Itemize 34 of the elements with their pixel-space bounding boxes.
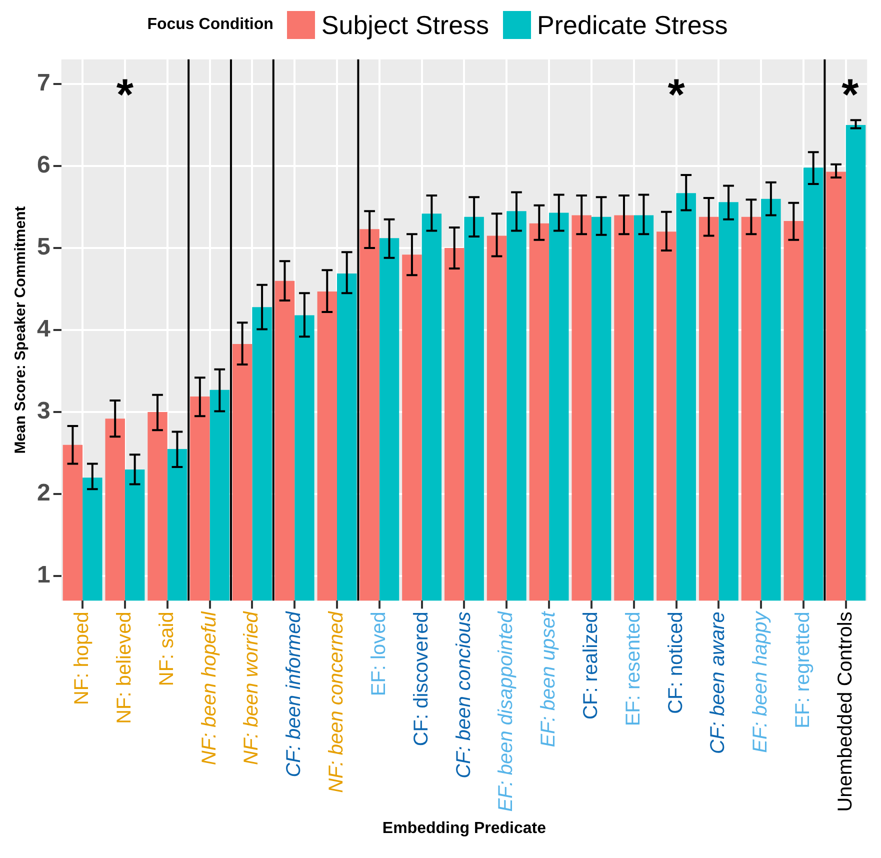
x-tick-label: EF: loved [368,612,390,696]
legend-label: Predicate Stress [536,10,728,40]
y-tick-label: 6 [36,152,50,179]
y-tick-label: 2 [36,480,50,507]
y-tick-label: 4 [36,316,51,343]
x-tick-label: NF: believed [113,612,136,724]
x-tick-label: CF: realized [580,612,602,720]
x-tick-label: EF: regretted [792,612,814,728]
x-tick-label: EF: been upset [538,610,560,748]
x-tick-label: NF: hoped [71,612,94,706]
annotation: * [668,70,686,120]
x-tick-label: Unembedded Controls [834,612,856,812]
x-tick-label: CF: been aware [707,612,730,754]
y-axis-title: Mean Score: Speaker Commitment [12,206,30,454]
x-tick-label: CF: been informed [283,610,306,778]
x-tick-label: NF: said [156,612,178,686]
y-tick-label: 1 [36,562,50,589]
x-axis-title: Embedding Predicate [382,820,546,837]
x-tick-label: EF: been happy [750,610,772,753]
x-tick-label: NF: been hopeful [198,611,220,766]
legend-title: Focus Condition [147,16,274,34]
y-tick-label: 7 [36,70,50,97]
x-tick-label: EF: been disappointed [495,610,518,812]
annotation: * [116,70,134,120]
x-tick-label: CF: noticed [664,612,687,714]
x-tick-label: CF: been concious [452,612,475,778]
y-tick-label: 3 [36,398,50,425]
x-tick-label: NF: been worried [240,610,263,766]
x-tick-label: CF: discovered [410,612,432,746]
x-tick-label: NF: been concerned [326,610,348,793]
annotation: * [842,70,860,120]
x-tick-label: EF: resented [622,612,644,726]
y-tick-label: 5 [36,234,50,261]
legend-label: Subject Stress [320,10,490,40]
